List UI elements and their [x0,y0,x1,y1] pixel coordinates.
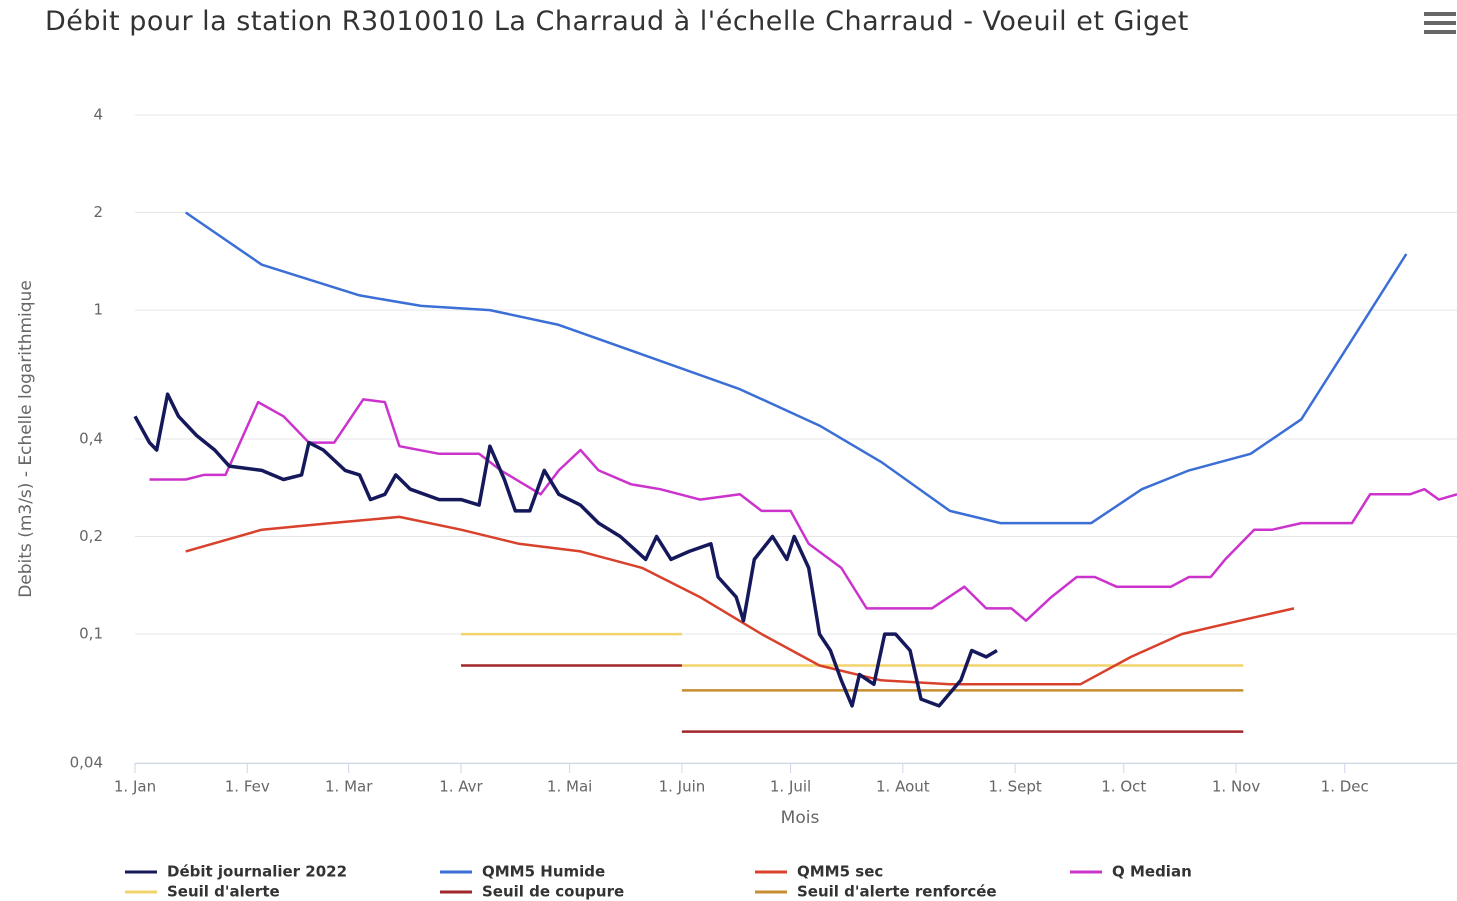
chart-title: Débit pour la station R3010010 La Charra… [45,6,1189,37]
x-tick-label: 1. Fev [225,778,270,796]
legend-label: Q Median [1112,863,1192,881]
x-tick-label: 1. Aout [876,778,930,796]
legend-item[interactable]: Q Median [1070,863,1192,881]
menu-bar [1424,12,1456,16]
menu-button[interactable] [1424,12,1456,34]
x-tick-label: 1. Oct [1101,778,1146,796]
series-line [149,398,1457,622]
x-tick-label: 1. Jan [114,778,156,796]
x-tick-label: 1. Juin [659,778,706,796]
legend-item[interactable]: Seuil de coupure [440,883,624,901]
y-tick-label: 4 [93,106,103,124]
x-axis-title: Mois [781,808,820,828]
x-tick-label: 1. Nov [1212,778,1260,796]
menu-bar [1424,21,1456,25]
y-tick-label: 0,04 [70,754,103,772]
y-tick-label: 0,2 [79,527,103,545]
x-tick-label: 1. Juil [770,778,811,796]
series-line [461,664,1244,733]
legend-label: Seuil de coupure [482,883,624,901]
y-tick-label: 0,4 [79,430,103,448]
x-tick-label: 1. Sept [989,778,1042,796]
menu-bar [1424,30,1456,34]
legend-label: QMM5 Humide [482,863,605,881]
legend-label: Seuil d'alerte renforcée [797,883,997,901]
x-tick-label: 1. Dec [1321,778,1369,796]
x-tick-label: 1. Mai [547,778,592,796]
series-line [185,515,1295,686]
y-tick-label: 1 [93,301,103,319]
x-tick-label: 1. Avr [439,778,483,796]
legend-item[interactable]: QMM5 Humide [440,863,605,881]
legend-item[interactable]: Seuil d'alerte renforcée [755,883,997,901]
y-tick-label: 2 [93,203,103,221]
legend-item[interactable]: QMM5 sec [755,863,883,881]
legend-item[interactable]: Débit journalier 2022 [125,863,347,881]
legend-label: QMM5 sec [797,863,883,881]
legend-label: Débit journalier 2022 [167,863,347,881]
series-line [461,632,1244,667]
y-axis-title: Debits (m3/s) - Echelle logarithmique [16,280,36,598]
series-line [184,211,1408,525]
x-tick-label: 1. Mar [325,778,373,796]
legend-label: Seuil d'alerte [167,883,280,901]
series-line [133,392,998,708]
y-tick-label: 0,1 [79,625,103,643]
legend-item[interactable]: Seuil d'alerte [125,883,280,901]
